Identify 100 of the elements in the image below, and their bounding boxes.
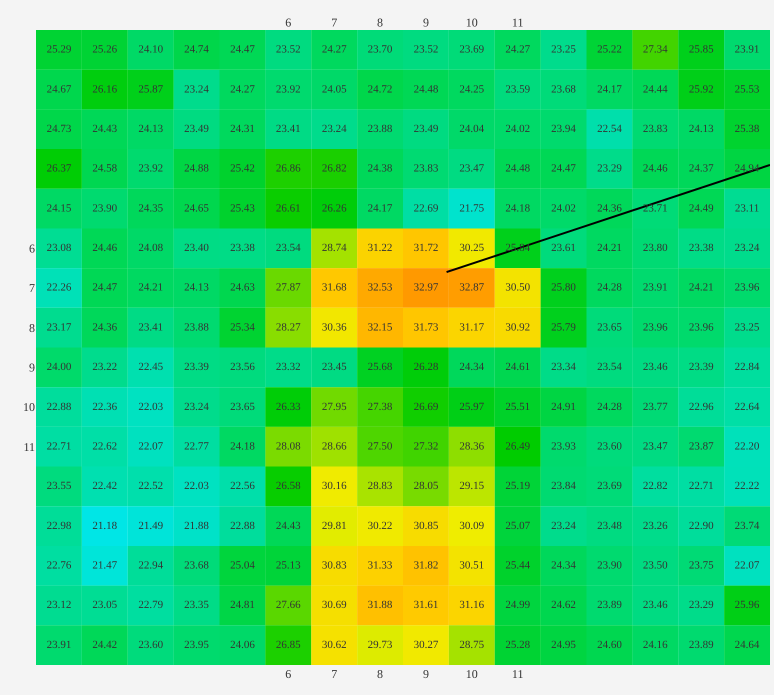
data-label: 25.07 (505, 520, 531, 532)
data-label: 25.92 (688, 83, 714, 96)
data-label: 30.09 (459, 520, 485, 532)
data-label: 22.56 (230, 480, 256, 492)
data-label: 23.74 (734, 520, 760, 532)
data-label: 26.58 (276, 480, 302, 492)
category-label: 9 (422, 667, 429, 681)
data-label: 24.15 (46, 202, 72, 214)
data-label: 24.99 (505, 599, 531, 612)
data-label: 27.66 (276, 599, 302, 612)
data-label: 23.38 (230, 242, 256, 254)
x-tick-label: 8 (377, 16, 384, 30)
x-tick-label: 11 (512, 16, 524, 30)
data-label: 30.36 (322, 321, 348, 334)
category-label: 11 (512, 667, 524, 681)
data-label: 24.88 (184, 162, 210, 175)
data-label: 24.17 (368, 202, 393, 214)
y-tick-label: 10 (23, 400, 35, 414)
x-tick-label: 6 (285, 16, 292, 30)
data-label: 25.96 (734, 599, 760, 612)
data-label: 23.24 (322, 122, 348, 135)
data-label: 25.80 (551, 282, 576, 294)
data-label: 22.62 (92, 440, 118, 452)
x-tick-label: 10 (466, 16, 478, 30)
data-label: 23.24 (184, 400, 210, 413)
data-label: 22.84 (734, 361, 760, 374)
data-label: 23.96 (734, 282, 760, 294)
data-label: 26.86 (276, 162, 302, 175)
data-label: 24.95 (551, 638, 576, 651)
data-label: 24.02 (505, 122, 530, 135)
data-label: 24.27 (322, 44, 348, 56)
data-label: 24.61 (505, 361, 530, 374)
data-label: 23.11 (734, 202, 760, 214)
data-label: 25.34 (230, 321, 256, 334)
data-label: 23.56 (230, 361, 256, 374)
data-label: 23.90 (597, 560, 622, 572)
data-label: 24.46 (642, 162, 668, 175)
data-label: 23.26 (642, 520, 668, 532)
data-label: 22.71 (688, 480, 714, 492)
data-label: 23.83 (642, 122, 668, 135)
data-label: 23.24 (734, 242, 760, 254)
data-label: 27.34 (642, 44, 668, 56)
data-label: 23.80 (642, 242, 668, 254)
data-label: 23.24 (184, 83, 210, 96)
data-label: 30.92 (505, 321, 530, 334)
y-tick-label: 6 (29, 241, 35, 256)
data-label: 28.83 (368, 480, 393, 492)
data-label: 23.88 (368, 122, 393, 135)
data-label: 23.24 (551, 520, 576, 532)
data-label: 24.35 (138, 202, 164, 214)
data-label: 23.46 (642, 361, 668, 374)
data-label: 22.88 (46, 400, 72, 413)
data-label: 23.45 (322, 361, 348, 374)
data-label: 25.38 (734, 122, 760, 135)
data-label: 24.17 (597, 83, 622, 96)
data-label: 22.76 (46, 560, 72, 572)
data-label: 24.38 (368, 162, 393, 175)
data-label: 24.04 (459, 122, 485, 135)
data-label: 24.27 (505, 44, 531, 56)
data-label: 22.36 (92, 400, 118, 413)
data-label: 28.08 (276, 440, 302, 452)
data-label: 24.05 (322, 83, 348, 96)
y-tick-label: 8 (29, 320, 35, 335)
data-label: 30.62 (322, 638, 347, 651)
data-label: 31.61 (414, 599, 438, 612)
data-label: 27.38 (368, 400, 393, 413)
data-label: 22.77 (184, 440, 210, 452)
data-label: 23.71 (642, 202, 668, 214)
data-label: 23.69 (459, 44, 485, 56)
category-label: 7 (331, 667, 338, 681)
data-label: 24.44 (642, 83, 668, 96)
data-label: 24.60 (597, 638, 622, 651)
data-label: 23.47 (459, 162, 485, 175)
data-label: 22.69 (414, 202, 439, 214)
data-label: 22.42 (92, 480, 118, 492)
data-label: 24.63 (230, 282, 256, 294)
data-label: 31.33 (368, 560, 393, 572)
data-label: 23.89 (597, 599, 622, 612)
data-label: 28.75 (459, 638, 485, 651)
data-label: 24.43 (92, 122, 118, 135)
data-label: 24.34 (459, 361, 485, 374)
data-label: 24.13 (184, 282, 210, 294)
data-label: 24.65 (184, 202, 210, 214)
y-tick-label: 9 (29, 360, 35, 375)
data-label: 24.47 (551, 162, 576, 175)
data-label: 31.82 (414, 560, 438, 572)
data-label: 24.49 (688, 202, 714, 214)
data-label: 23.59 (505, 83, 531, 96)
data-label: 24.36 (92, 321, 118, 334)
data-label: 24.36 (597, 202, 622, 214)
data-label: 23.29 (597, 162, 622, 175)
data-label: 31.88 (368, 599, 393, 612)
data-label: 32.87 (459, 282, 485, 294)
data-label: 22.96 (688, 400, 714, 413)
data-label: 23.65 (230, 400, 256, 413)
data-label: 23.92 (138, 162, 164, 175)
data-label: 24.37 (688, 162, 714, 175)
data-label: 23.32 (276, 361, 301, 374)
data-label: 26.33 (276, 400, 302, 413)
data-label: 23.96 (688, 321, 714, 334)
